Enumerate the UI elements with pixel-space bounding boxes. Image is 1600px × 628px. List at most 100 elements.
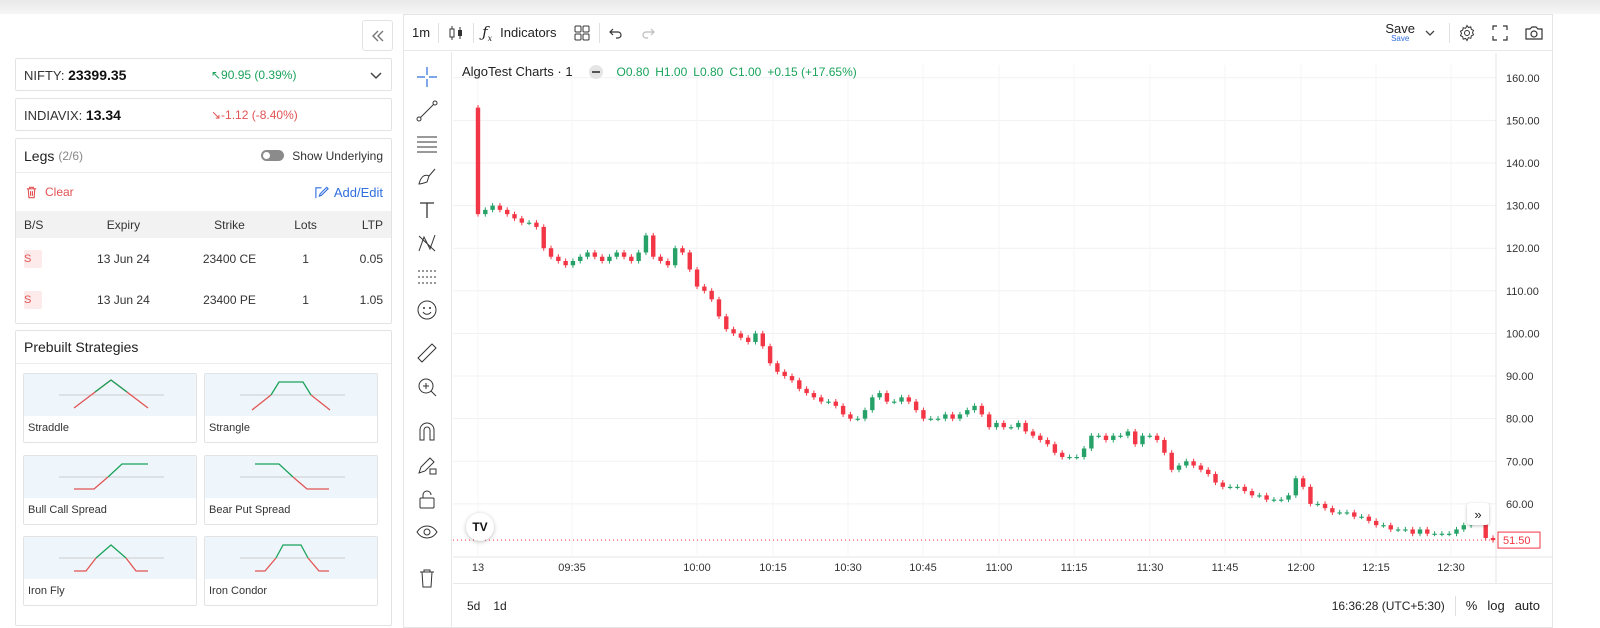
strategy-card-bear-put-spread[interactable]: Bear Put Spread <box>204 455 378 525</box>
candle-body <box>694 269 700 287</box>
candle-body <box>1016 422 1021 428</box>
candle-body <box>1483 520 1488 538</box>
candle-body <box>1162 439 1167 453</box>
indicators-button[interactable]: ƒx Indicators <box>474 15 564 51</box>
strategy-card-strangle[interactable]: Strangle <box>204 373 378 443</box>
strategy-label: Straddle <box>28 422 69 434</box>
candle-body <box>1410 529 1415 534</box>
candle-body <box>950 414 955 419</box>
ruler-tool[interactable] <box>414 340 440 366</box>
candle-body <box>862 410 868 419</box>
remove-drawings-tool[interactable] <box>414 565 440 591</box>
crosshair-tool[interactable] <box>414 64 440 90</box>
chart-type-button[interactable] <box>439 15 473 51</box>
sell-badge[interactable]: S <box>24 249 42 268</box>
strategies-title: Prebuilt Strategies <box>16 331 391 364</box>
show-underlying-toggle[interactable]: Show Underlying <box>261 149 383 163</box>
candle-body <box>1008 427 1014 429</box>
zoom-tool[interactable] <box>414 374 440 400</box>
x-tick-label: 09:35 <box>558 562 586 574</box>
pattern-tool[interactable] <box>414 230 440 256</box>
toggle-switch[interactable] <box>261 150 285 161</box>
emoji-tool[interactable] <box>414 297 440 323</box>
prediction-tool[interactable] <box>414 264 440 290</box>
candle-body <box>1300 478 1306 487</box>
interval-button[interactable]: 1m <box>412 25 431 40</box>
y-tick-label: 130.00 <box>1506 201 1540 213</box>
fullscreen-button[interactable] <box>1484 15 1516 51</box>
candle-body <box>965 410 970 415</box>
candle-body <box>1249 491 1255 496</box>
range-5d[interactable]: 5d <box>467 598 481 613</box>
magnet-tool[interactable] <box>414 419 440 445</box>
candle-body <box>665 261 671 266</box>
collapse-panel-button[interactable] <box>362 20 393 51</box>
candle-body <box>483 209 488 215</box>
candle-body <box>1439 533 1445 535</box>
save-button[interactable]: Save Save <box>1385 22 1415 43</box>
redo-button[interactable] <box>632 15 664 51</box>
trash-icon <box>26 186 37 198</box>
visibility-tool[interactable] <box>414 519 440 545</box>
smiley-icon <box>417 300 437 320</box>
chart-title: AlgoTest Charts · 1 <box>462 64 573 79</box>
hide-legend-button[interactable] <box>588 64 603 79</box>
candle-body <box>651 235 656 257</box>
candle-body <box>957 414 963 419</box>
brush-tool[interactable] <box>414 164 440 190</box>
save-sublabel: Save <box>1391 34 1410 43</box>
table-row[interactable]: S 13 Jun 24 23400 CE 1 0.05 <box>16 238 391 279</box>
scroll-to-realtime-button[interactable]: » <box>1467 503 1489 525</box>
lock-drawing-tool[interactable] <box>414 452 440 478</box>
candle-body <box>1089 435 1094 449</box>
candle-body <box>1235 486 1240 489</box>
candle-body <box>1417 529 1423 534</box>
undo-button[interactable] <box>600 15 632 51</box>
strategy-card-iron-fly[interactable]: Iron Fly <box>23 536 197 606</box>
table-row[interactable]: S 13 Jun 24 23400 PE 1 1.05 <box>16 279 391 320</box>
candle-body <box>775 363 780 372</box>
settings-button[interactable] <box>1450 15 1484 51</box>
clock[interactable]: 16:36:28 (UTC+5:30) <box>1331 598 1445 613</box>
candle-body <box>556 256 561 261</box>
col-lots: Lots <box>282 211 329 238</box>
chevron-down-icon[interactable] <box>369 68 383 82</box>
strategy-card-bull-call-spread[interactable]: Bull Call Spread <box>23 455 197 525</box>
range-1d[interactable]: 1d <box>493 598 507 613</box>
layouts-button[interactable] <box>565 15 599 51</box>
nifty-value: 23399.35 <box>68 66 127 83</box>
strategy-card-iron-condor[interactable]: Iron Condor <box>204 536 378 606</box>
fx-icon: ƒx <box>482 22 493 43</box>
candle-body <box>899 397 904 402</box>
percent-scale-toggle[interactable]: % <box>1465 598 1478 613</box>
brush-icon <box>418 168 436 185</box>
candle-body <box>1286 495 1291 500</box>
strategy-card-straddle[interactable]: Straddle <box>23 373 197 443</box>
fib-tool[interactable] <box>414 131 440 157</box>
chart-plot-area[interactable]: 160.00 150.00 140.00 130.00 120.00 110.00 100.… <box>453 53 1552 628</box>
candle-body <box>490 205 495 210</box>
lock-tool[interactable] <box>414 486 440 512</box>
log-scale-toggle[interactable]: log <box>1487 598 1505 613</box>
candle-body <box>884 393 890 402</box>
trendline-tool[interactable] <box>414 98 440 124</box>
candle-body <box>1242 486 1247 492</box>
strategy-label: Bear Put Spread <box>209 504 291 516</box>
text-tool[interactable] <box>414 197 440 223</box>
sell-badge[interactable]: S <box>24 290 42 309</box>
double-chevron-left-icon <box>371 30 383 41</box>
save-label: Save <box>1385 21 1415 36</box>
screenshot-button[interactable] <box>1516 15 1552 51</box>
auto-scale-toggle[interactable]: auto <box>1514 598 1540 613</box>
add-edit-button[interactable]: Add/Edit <box>314 185 383 200</box>
candle-body <box>1264 495 1269 500</box>
legs-panel: Legs (2/6) Show Underlying Clear Add/Edi… <box>15 138 392 324</box>
zoom-in-icon <box>418 378 437 397</box>
candle-body <box>1403 529 1408 531</box>
clear-button[interactable]: Clear <box>24 185 74 200</box>
nifty-ticker[interactable]: NIFTY: 23399.35 ↖90.95 (0.39%) <box>15 58 392 91</box>
candlestick-chart[interactable]: 160.00 150.00 140.00 130.00 120.00 110.00 100.… <box>453 53 1552 583</box>
strategy-label: Strangle <box>209 422 250 434</box>
chevron-down-icon[interactable] <box>1423 26 1437 40</box>
candle-body <box>680 248 685 253</box>
